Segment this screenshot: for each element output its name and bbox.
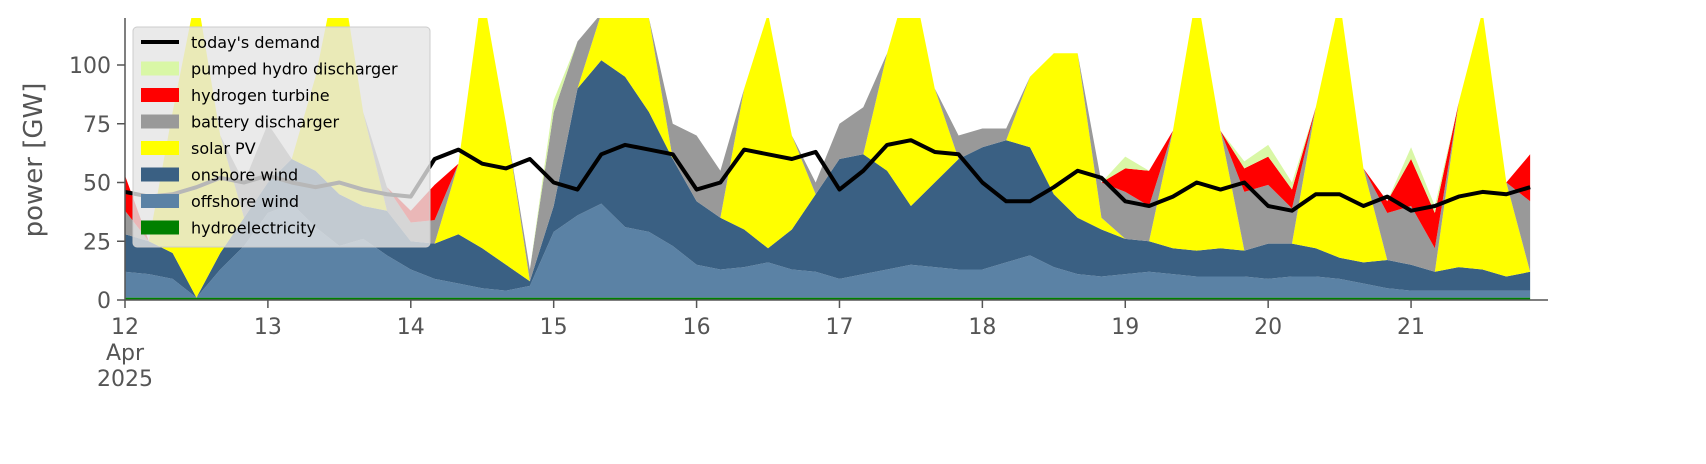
y-tick-label: 75 [83,113,111,138]
legend-swatch [141,194,179,208]
legend-label: battery discharger [191,113,339,132]
y-tick-label: 50 [83,172,111,197]
x-tick-label: 15 [540,315,568,340]
legend-label: hydroelectricity [191,219,316,238]
legend-swatch [141,167,179,182]
legend-box [132,26,431,248]
area [125,203,1531,298]
legend: today's demand pumped hydro discharger hyd… [132,26,431,248]
area [125,18,1531,298]
legend-swatch [141,114,179,129]
x-tick-label: 21 [1397,315,1425,340]
x-tick-label: 17 [825,315,853,340]
x-tick-label: 13 [254,315,282,340]
x-tick-label: 16 [683,315,711,340]
legend-swatch [141,220,179,235]
area [125,18,1531,282]
axes: 0 25 50 75 100 12 Apr 2025 13 14 15 16 17 18 19 20 21 [69,18,1548,392]
legend-label: offshore wind [191,192,299,211]
x-tick-label: 20 [1254,315,1282,340]
y-axis-label: power [GW] [19,83,49,238]
legend-label: onshore wind [191,166,298,185]
y-tick-label: 0 [97,289,111,314]
legend-swatch [141,141,179,155]
legend-label: pumped hydro discharger [191,60,398,79]
x-tick-label: 19 [1111,315,1139,340]
legend-swatch [141,88,179,102]
legend-label: solar PV [191,139,256,158]
x-tick-label: 12 Apr 2025 [97,315,153,392]
legend-label: hydrogen turbine [191,86,330,105]
x-tick-label: 18 [968,315,996,340]
legend-label: today's demand [191,33,320,52]
legend-swatch [141,61,179,76]
y-tick-label: 100 [69,54,111,79]
y-tick-label: 25 [83,230,111,255]
area [125,60,1531,298]
x-tick-label: 14 [397,315,425,340]
